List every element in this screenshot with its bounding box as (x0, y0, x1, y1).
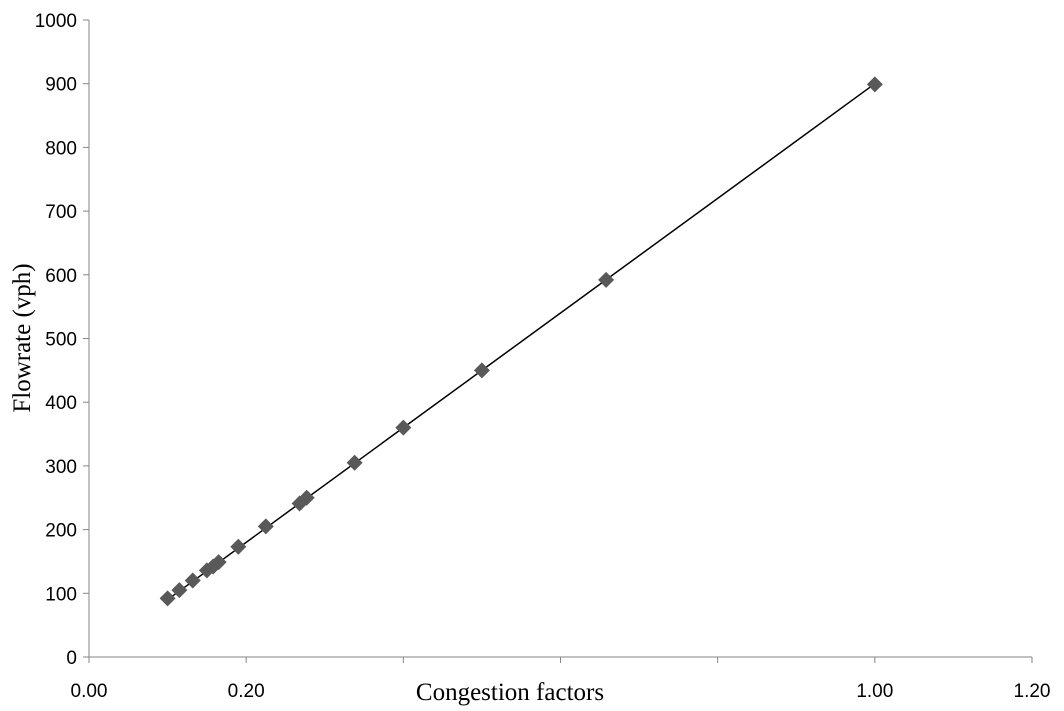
y-tick-label: 500 (45, 330, 77, 351)
x-tick-label: 0.00 (71, 681, 108, 702)
y-tick-label: 0 (66, 648, 77, 669)
x-tick-label: 1.20 (1014, 681, 1051, 702)
data-point-marker (346, 454, 363, 471)
y-tick-label: 400 (45, 393, 77, 414)
x-ticks: 0.00 0.20 1.00 1.20 (71, 657, 1051, 702)
data-point-marker (298, 489, 315, 506)
y-tick-label: 600 (45, 266, 77, 287)
x-axis-title: Congestion factors (416, 679, 604, 706)
axes (88, 20, 1032, 658)
data-points (159, 76, 883, 607)
data-point-marker (230, 538, 247, 555)
data-point-marker (171, 582, 188, 599)
data-point-marker (159, 590, 176, 607)
linear-trendline (167, 83, 876, 601)
data-point-marker (866, 76, 883, 93)
data-point-marker (473, 362, 490, 379)
data-point-marker (257, 518, 274, 535)
y-ticks: 0 100 200 300 400 500 600 700 800 900 1000 (35, 11, 89, 669)
x-tick-label: 0.20 (228, 681, 265, 702)
y-tick-label: 200 (45, 521, 77, 542)
data-point-marker (210, 554, 227, 571)
y-tick-label: 900 (45, 75, 77, 96)
y-axis-title: Flowrate (vph) (9, 263, 36, 412)
y-tick-label: 100 (45, 584, 77, 605)
y-tick-label: 1000 (35, 11, 77, 32)
data-point-marker (184, 572, 201, 589)
y-tick-label: 800 (45, 138, 77, 159)
data-point-marker (598, 271, 615, 288)
x-tick-label: 1.00 (856, 681, 893, 702)
y-tick-label: 700 (45, 202, 77, 223)
data-point-marker (395, 419, 412, 436)
y-tick-label: 300 (45, 457, 77, 478)
